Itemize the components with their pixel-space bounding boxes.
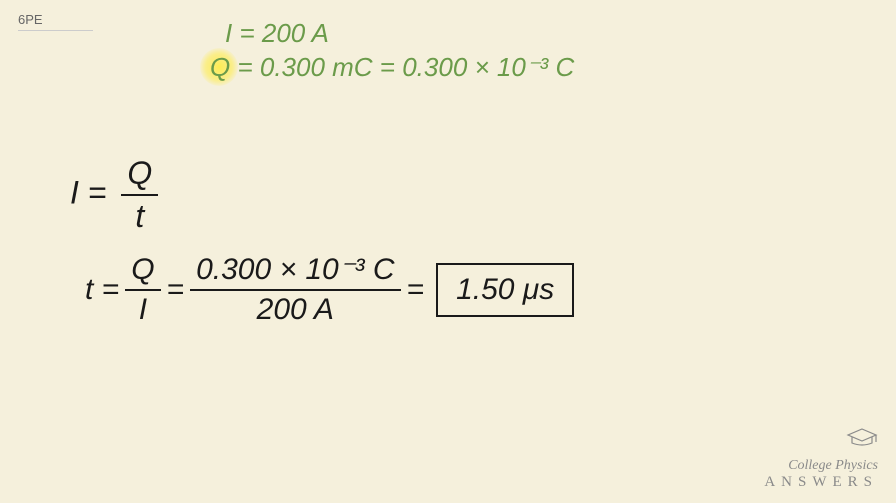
answer-box: 1.50 μs <box>436 263 574 317</box>
formula2-lhs: t = <box>85 273 119 307</box>
given-current: I = 200 A <box>225 18 329 49</box>
formula2-equals2: = <box>407 273 425 307</box>
formula2-equals1: = <box>167 273 185 307</box>
watermark: College Physics ANSWERS <box>764 427 878 491</box>
graduation-cap-icon <box>764 427 878 456</box>
given-charge: Q = 0.300 mC = 0.300 × 10⁻³ C <box>210 52 574 83</box>
watermark-title: College Physics <box>764 458 878 474</box>
formula1-lhs: I = <box>70 174 106 210</box>
formula2-fraction1: Q I <box>125 253 160 327</box>
formula-time-solution: t = Q I = 0.300 × 10⁻³ C 200 A = 1.50 μs <box>85 252 574 327</box>
formula1-denominator: t <box>129 196 150 235</box>
formula2-frac1-denominator: I <box>133 291 153 327</box>
formula2-frac2-numerator: 0.300 × 10⁻³ C <box>190 252 400 291</box>
formula2-frac1-numerator: Q <box>125 253 160 291</box>
formula2-frac2-denominator: 200 A <box>251 291 340 327</box>
formula1-numerator: Q <box>121 155 158 196</box>
charge-variable: Q <box>210 52 230 82</box>
watermark-subtitle: ANSWERS <box>764 474 878 491</box>
formula-current-definition: I = Q t <box>70 155 164 235</box>
formula2-fraction2: 0.300 × 10⁻³ C 200 A <box>190 252 400 327</box>
problem-label: 6PE <box>18 12 93 31</box>
formula1-fraction: Q t <box>121 155 158 235</box>
charge-value: = 0.300 mC = 0.300 × 10⁻³ C <box>230 52 574 82</box>
